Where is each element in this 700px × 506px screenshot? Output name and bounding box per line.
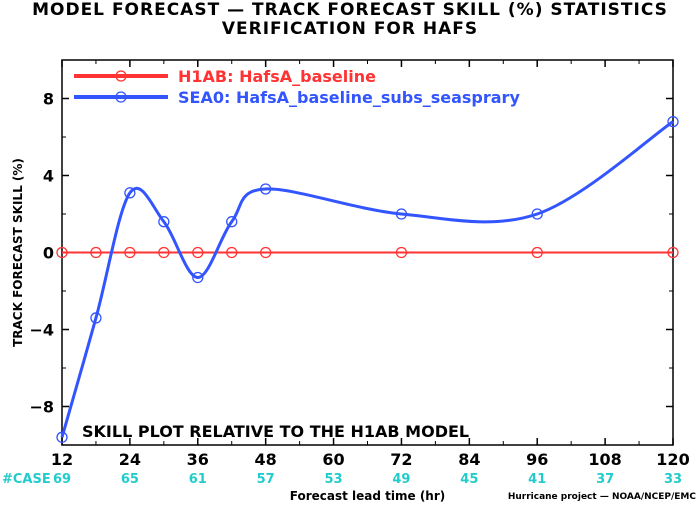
data-point [667,246,679,259]
x-tick-label: 96 [526,450,548,469]
data-point [667,115,679,128]
data-point [158,246,170,259]
chart-title-line1: MODEL FORECAST — TRACK FORECAST SKILL (%… [32,0,668,20]
case-count: 65 [121,472,139,487]
data-point [56,246,68,259]
data-point [531,208,543,220]
x-tick-label: 120 [656,450,689,469]
y-tick-label: −8 [29,398,54,417]
case-count: 53 [325,472,343,487]
data-point [90,246,102,259]
data-point [226,216,238,228]
y-tick-label: 4 [43,167,54,186]
data-point [395,246,408,259]
data-point [226,246,238,259]
series-line [60,120,674,438]
case-count: 69 [53,472,71,487]
x-tick-label: 108 [588,450,621,469]
x-tick-label: 12 [51,450,73,469]
x-axis-label: Forecast lead time (hr) [290,489,446,503]
data-point [124,246,136,259]
x-tick-label: 36 [187,450,209,469]
x-tick-label: 84 [458,450,480,469]
case-count: 37 [596,472,614,487]
legend-swatch-marker [115,70,127,82]
legend-swatch-marker [115,91,127,103]
data-point [90,312,102,324]
y-tick-label: 0 [43,244,54,263]
chart-title-line2: VERIFICATION FOR HAFS [221,19,479,39]
data-point [56,431,68,443]
case-count: 33 [664,472,682,487]
case-count: 61 [189,472,207,487]
y-axis-label: TRACK FORECAST SKILL (%) [11,158,25,347]
x-tick-label: 60 [322,450,344,469]
data-point [192,246,204,259]
data-point [260,183,272,195]
series-sea0 [56,115,679,443]
data-point [124,187,136,199]
data-point [192,271,204,284]
skill-annotation: SKILL PLOT RELATIVE TO THE H1AB MODEL [82,422,469,441]
data-point [260,246,272,259]
footer-credit: Hurricane project — NOAA/NCEP/EMC [507,492,696,502]
series-h1ab [56,246,679,259]
y-tick-label: −4 [29,321,54,340]
data-point [158,216,170,228]
case-count: 41 [528,472,546,487]
data-point [531,246,543,259]
y-tick-label: 8 [43,90,54,109]
case-count: 57 [257,472,275,487]
case-count: 45 [460,472,478,487]
data-point [395,208,408,220]
x-tick-label: 24 [119,450,141,469]
case-count: 49 [392,472,410,487]
legend-label: H1AB: HafsA_baseline [178,67,376,86]
case-label: #CASE [2,472,51,487]
legend-label: SEA0: HafsA_baseline_subs_seasprary [178,88,520,107]
x-tick-label: 72 [390,450,412,469]
x-tick-label: 48 [255,450,277,469]
